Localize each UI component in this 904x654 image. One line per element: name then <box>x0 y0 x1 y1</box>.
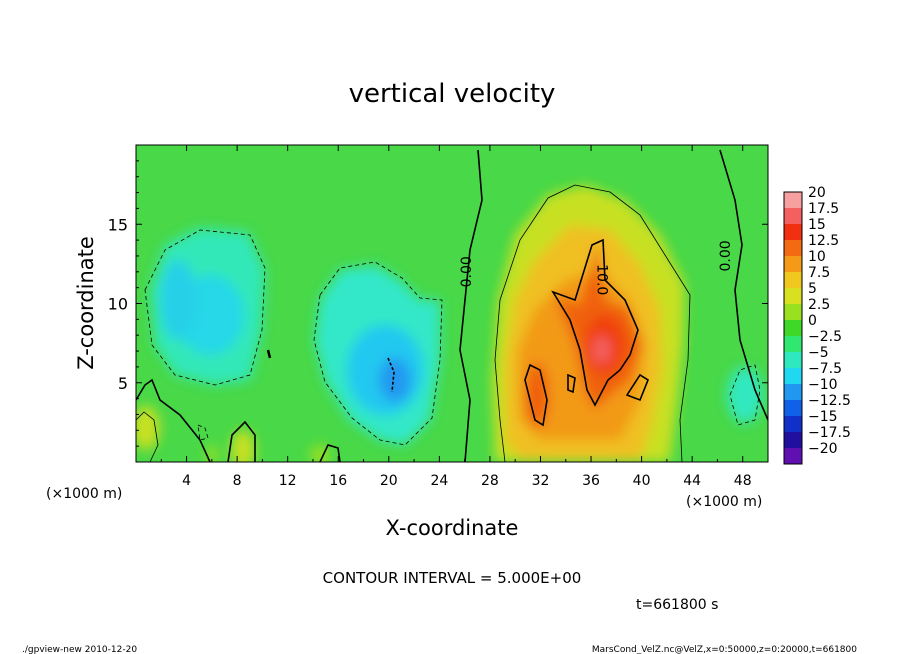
contour-labels: 0.00 10.0 0.00 <box>459 240 734 295</box>
y-axis-ticks: 5 10 15 <box>108 160 768 447</box>
x-tick-label: 20 <box>380 473 398 489</box>
colorbar-swatch <box>784 304 802 321</box>
colorbar-label: −17.5 <box>808 425 851 441</box>
x-tick-label: 40 <box>633 473 651 489</box>
x-tick-label: 16 <box>329 473 347 489</box>
colorbar-label: 15 <box>808 217 826 233</box>
colorbar-swatch <box>784 224 802 241</box>
colorbar-swatch <box>784 368 802 385</box>
colorbar-label: 10 <box>808 249 826 265</box>
colorbar-label: −7.5 <box>808 361 842 377</box>
contour-field <box>136 145 768 462</box>
x-tick-label: 36 <box>582 473 600 489</box>
footer-right: MarsCond_VelZ.nc@VelZ,x=0:50000,z=0:2000… <box>592 645 857 654</box>
y-tick-label: 10 <box>108 295 128 314</box>
chart-title: vertical velocity <box>349 79 556 109</box>
colorbar-swatch <box>784 336 802 353</box>
colorbar-label: 5 <box>808 281 817 297</box>
colorbar-swatch <box>784 256 802 273</box>
colorbar: 2017.51512.5107.552.50−2.5−5−7.5−10−12.5… <box>783 185 851 465</box>
x-unit-left: (×1000 m) <box>46 486 122 502</box>
colorbar-swatch <box>784 192 802 209</box>
colorbar-frame <box>783 191 803 465</box>
colorbar-label: −20 <box>808 441 838 457</box>
x-axis-label: X-coordinate <box>386 516 519 540</box>
x-tick-label: 32 <box>532 473 550 489</box>
x-tick-label: 4 <box>182 473 191 489</box>
y-tick-label: 5 <box>118 374 128 393</box>
colorbar-swatch <box>784 288 802 305</box>
contour-label: 0.00 <box>459 256 475 287</box>
colorbar-swatch <box>784 272 802 289</box>
colorbar-swatch <box>784 448 802 465</box>
footer-left: ./gpview-new 2010-12-20 <box>22 645 137 654</box>
x-tick-label: 12 <box>279 473 297 489</box>
colorbar-swatch <box>784 432 802 449</box>
colorbar-swatch <box>784 384 802 401</box>
contour-label: 10.0 <box>593 264 609 295</box>
colorbar-label: 7.5 <box>808 265 830 281</box>
x-axis-ticks: 4 8 12 16 20 24 28 32 36 40 44 48 <box>160 145 752 489</box>
colorbar-label: −12.5 <box>808 393 851 409</box>
colorbar-swatch <box>784 352 802 369</box>
x-unit-right: (×1000 m) <box>686 494 762 510</box>
x-tick-label: 28 <box>481 473 499 489</box>
colorbar-label: 17.5 <box>808 201 839 217</box>
colorbar-swatch <box>784 240 802 257</box>
y-tick-label: 15 <box>108 215 128 234</box>
time-label: t=661800 s <box>636 597 718 613</box>
contour-interval: CONTOUR INTERVAL = 5.000E+00 <box>323 569 582 587</box>
colorbar-label: −2.5 <box>808 329 842 345</box>
colorbar-label: 20 <box>808 185 826 201</box>
colorbar-swatch <box>784 320 802 337</box>
contour-label: 0.00 <box>718 240 734 271</box>
colorbar-label: 0 <box>808 313 817 329</box>
colorbar-swatch <box>784 400 802 417</box>
colorbar-swatch <box>784 416 802 433</box>
colorbar-label: 2.5 <box>808 297 830 313</box>
x-tick-label: 48 <box>734 473 752 489</box>
x-tick-label: 8 <box>233 473 242 489</box>
x-tick-label: 44 <box>683 473 701 489</box>
y-axis-label: Z-coordinate <box>74 236 98 370</box>
colorbar-swatch <box>784 208 802 225</box>
colorbar-label: −15 <box>808 409 838 425</box>
colorbar-label: 12.5 <box>808 233 839 249</box>
x-tick-label: 24 <box>430 473 448 489</box>
colorbar-label: −5 <box>808 345 829 361</box>
colorbar-label: −10 <box>808 377 838 393</box>
